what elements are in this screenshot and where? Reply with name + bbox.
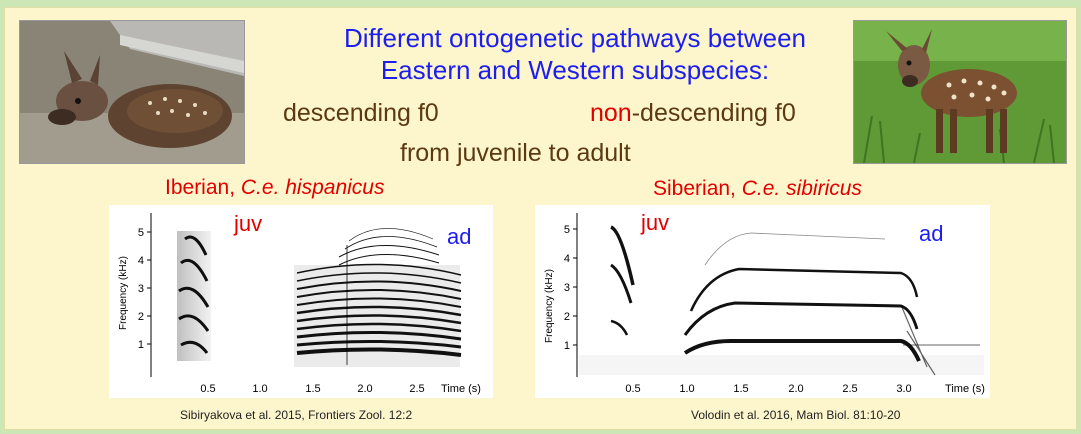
y-tick-5: 5 xyxy=(138,227,144,239)
x-tick-2.5: 2.5 xyxy=(842,383,857,395)
y-tick-1: 1 xyxy=(564,340,570,352)
x-tick-2.0: 2.0 xyxy=(357,383,372,395)
title-line-2: Eastern and Western subspecies: xyxy=(380,55,770,85)
y-axis-label: Frequency (kHz) xyxy=(118,256,129,330)
lying-fawn-photo xyxy=(19,20,245,164)
iberian-ad-label: ad xyxy=(447,224,472,249)
siberian-ad-label: ad xyxy=(919,221,944,246)
x-tick-2.5: 2.5 xyxy=(409,383,424,395)
juvenile-to-adult-label: from juvenile to adult xyxy=(400,139,631,167)
x-axis-label: Time (s) xyxy=(441,383,481,395)
y-tick-4: 4 xyxy=(138,255,144,267)
y-tick-1: 1 xyxy=(138,339,144,351)
iberian-heading: Iberian, C.e. hispanicus xyxy=(165,176,384,200)
slide: Different ontogenetic pathways between E… xyxy=(4,7,1077,430)
title-line-1: Different ontogenetic pathways between xyxy=(343,23,807,53)
x-tick-1.5: 1.5 xyxy=(733,383,748,395)
non-prefix: non xyxy=(590,99,632,127)
x-tick-0.5: 0.5 xyxy=(625,383,640,395)
x-tick-1.0: 1.0 xyxy=(679,383,694,395)
iberian-juv-label: juv xyxy=(234,211,263,236)
iberian-spectrogram: 5 4 3 2 1 Frequency (kHz) 0.5 1.0 1.5 2.0 2.… xyxy=(109,205,493,398)
descending-f0-label: descending f0 xyxy=(283,99,439,127)
y-tick-2: 2 xyxy=(138,311,144,323)
siberian-spectrogram: 5 4 3 2 1 Frequency (kHz) 0.5 1.0 1.5 2.0 2.… xyxy=(535,205,990,398)
y-tick-2: 2 xyxy=(564,311,570,323)
y-tick-3: 3 xyxy=(138,283,144,295)
y-tick-3: 3 xyxy=(564,282,570,294)
y-axis-label: Frequency (kHz) xyxy=(544,269,555,343)
iberian-common: Iberian, xyxy=(165,176,241,199)
x-axis-label: Time (s) xyxy=(945,383,985,395)
x-tick-3.0: 3.0 xyxy=(896,383,911,395)
siberian-latin: C.e. sibiricus xyxy=(741,177,862,200)
siberian-juv-label: juv xyxy=(641,210,670,235)
iberian-latin: C.e. hispanicus xyxy=(240,176,385,199)
non-descending-rest: -descending f0 xyxy=(631,99,796,127)
x-tick-1.5: 1.5 xyxy=(305,383,320,395)
x-tick-2.0: 2.0 xyxy=(788,383,803,395)
iberian-citation: Sibiryakova et al. 2015, Frontiers Zool.… xyxy=(180,408,413,422)
y-tick-5: 5 xyxy=(564,224,570,236)
slide-title: Different ontogenetic pathways between E… xyxy=(275,22,875,86)
standing-fawn-photo xyxy=(853,20,1067,164)
x-tick-0.5: 0.5 xyxy=(200,383,215,395)
y-tick-4: 4 xyxy=(564,253,570,265)
siberian-heading: Siberian, C.e. sibiricus xyxy=(653,177,862,201)
x-tick-1.0: 1.0 xyxy=(252,383,267,395)
siberian-citation: Volodin et al. 2016, Mam Biol. 81:10-20 xyxy=(691,408,901,422)
siberian-common: Siberian, xyxy=(653,177,742,200)
non-descending-f0-label: non-descending f0 xyxy=(590,99,796,128)
